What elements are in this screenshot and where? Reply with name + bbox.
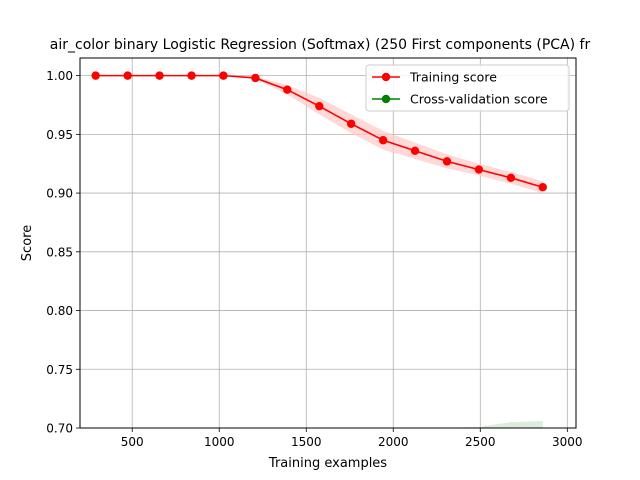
training-score-point [123,71,132,80]
training-score-point [346,119,356,128]
training-score-point [442,157,452,166]
training-score-point [474,165,484,174]
legend-swatch-marker [381,94,391,104]
y-axis-label: Score [20,225,35,261]
x-tick-label: 1000 [204,435,235,449]
y-tick-label: 0.85 [46,245,73,259]
legend: Training score Cross-validation score [365,64,570,112]
training-score-point [315,101,324,111]
training-score-point [283,85,292,94]
x-tick-label: 3000 [552,435,583,449]
y-tick-label: 0.70 [46,422,73,436]
score-points [91,71,547,192]
legend-box [365,64,570,112]
y-tick-label: 0.90 [46,187,73,201]
training-score-point [538,183,547,192]
score-band [415,420,543,428]
training-score-point [506,173,516,183]
training-score-point [187,71,196,80]
legend-swatch-marker [381,72,391,82]
legend-label: Training score [409,70,497,85]
legend-label: Cross-validation score [410,92,548,107]
y-axis-ticks: 0.70 0.75 0.80 0.85 0.90 0.95 1.00 [46,69,80,436]
training-score-point [219,71,228,80]
score-band [95,75,543,194]
x-tick-label: 1500 [291,435,322,449]
training-score-point [410,146,420,155]
chart-title: air_color binary Logistic Regression (So… [50,37,591,53]
x-tick-label: 500 [121,435,144,449]
y-tick-label: 0.75 [46,363,73,377]
training-score-point [251,73,260,83]
plot-frame [79,57,577,429]
training-score-point [378,136,388,145]
training-score-point [91,71,100,80]
score-bands [95,75,543,428]
y-tick-label: 1.00 [46,69,73,83]
x-tick-label: 2500 [465,435,496,449]
x-axis-ticks: 500 1000 1500 2000 2500 3000 [121,428,583,449]
y-tick-label: 0.80 [46,304,73,318]
training-score-point [155,71,164,80]
y-tick-label: 0.95 [46,128,73,142]
x-tick-label: 2000 [378,435,409,449]
x-axis-label: Training examples [268,456,387,471]
